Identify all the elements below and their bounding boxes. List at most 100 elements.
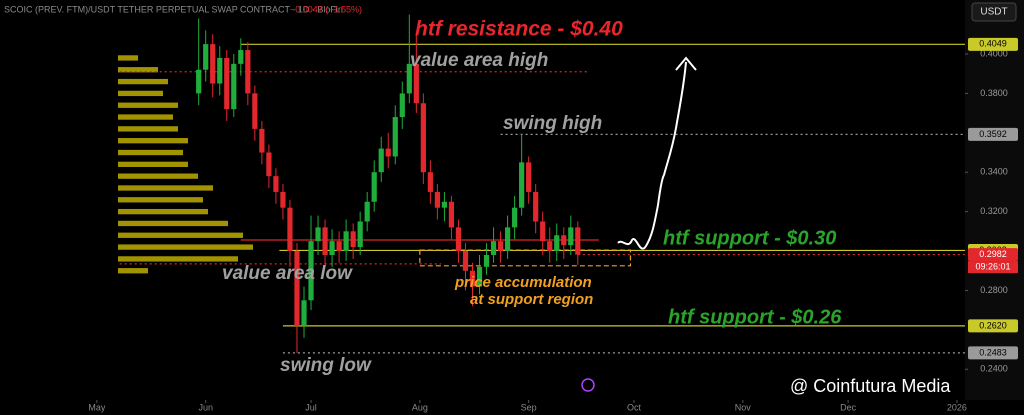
candle-body bbox=[322, 227, 328, 255]
candle-body bbox=[540, 221, 546, 242]
currency-box[interactable] bbox=[971, 2, 1017, 22]
candle-body bbox=[406, 63, 412, 94]
candle-body bbox=[490, 241, 497, 255]
y-tick-label: 0.3400 bbox=[980, 167, 1008, 177]
candle-body bbox=[364, 201, 370, 222]
currency[interactable]: USDT bbox=[980, 7, 1007, 18]
candle-body bbox=[315, 227, 321, 242]
price-label: 0.2483 bbox=[979, 347, 1007, 357]
candle-body bbox=[308, 241, 314, 301]
volume-profile-bar bbox=[118, 102, 178, 108]
candle-body bbox=[266, 152, 272, 177]
volume-profile-bar bbox=[118, 208, 208, 215]
candle-body bbox=[385, 148, 391, 157]
candle-body bbox=[329, 241, 335, 255]
y-tick-label: 0.2400 bbox=[980, 364, 1008, 374]
candle-body bbox=[413, 63, 419, 104]
price-label: 0.3592 bbox=[979, 129, 1007, 139]
accumulation-box bbox=[419, 249, 632, 267]
volume-profile-bar bbox=[118, 232, 243, 238]
candle-body bbox=[259, 128, 265, 153]
candle-body bbox=[280, 191, 286, 208]
volume-profile-bar bbox=[118, 114, 173, 120]
watermark: @ Coinfutura Media bbox=[790, 376, 951, 396]
projection-arrow bbox=[617, 61, 687, 250]
volume-profile-bar bbox=[118, 197, 203, 203]
candle-body bbox=[448, 201, 455, 228]
plot-layer: May Jun Jul Aug Sep Oct Nov Dec 2026 0.2400 0.2800… bbox=[88, 14, 1018, 412]
candle-body bbox=[476, 266, 483, 287]
volume-profile-bar bbox=[118, 126, 178, 132]
candle-body bbox=[350, 231, 356, 248]
candle-body bbox=[238, 50, 244, 64]
candle-body bbox=[399, 93, 405, 118]
candle-body bbox=[547, 241, 553, 252]
candle-body bbox=[568, 227, 574, 246]
annotation: htf support - $0.26 bbox=[668, 306, 842, 328]
candle-body bbox=[203, 44, 209, 70]
candle-body bbox=[575, 227, 581, 255]
volume-profile-bar bbox=[118, 244, 253, 250]
y-tick-label: 0.3200 bbox=[980, 206, 1008, 216]
indicator-icon[interactable] bbox=[581, 378, 595, 392]
candle-body bbox=[252, 93, 258, 129]
y-tick-label: 0.4000 bbox=[980, 48, 1008, 58]
volume-profile-bar bbox=[118, 268, 148, 274]
candle-body bbox=[287, 207, 293, 252]
symbol-title: SCOIC (PREV. FTM)/USDT TETHER PERPETUAL … bbox=[4, 4, 343, 14]
candle-body bbox=[434, 191, 440, 208]
volume-profile-bar bbox=[118, 90, 163, 97]
price-label-box bbox=[968, 346, 1018, 360]
x-tick-label: Jul bbox=[305, 402, 317, 412]
x-tick-label: Oct bbox=[627, 402, 642, 412]
candle-body bbox=[554, 235, 560, 252]
candle-body bbox=[245, 50, 251, 94]
candle-body bbox=[392, 117, 398, 157]
annotation: swing low bbox=[280, 355, 372, 376]
candle-body bbox=[462, 251, 469, 271]
y-tick-label: 0.3800 bbox=[980, 88, 1008, 98]
volume-profile-bar bbox=[118, 78, 168, 85]
candle-body bbox=[196, 69, 202, 94]
annotation: price accumulation bbox=[454, 274, 592, 291]
price-label: 0.4049 bbox=[979, 39, 1007, 49]
candle-body bbox=[294, 251, 300, 326]
candle-body bbox=[526, 162, 532, 192]
x-tick-label: Sep bbox=[521, 402, 537, 412]
price-label-box bbox=[968, 127, 1018, 141]
price-label-box bbox=[968, 37, 1018, 51]
price-label-box bbox=[968, 319, 1018, 333]
annotation: value area high bbox=[410, 50, 548, 71]
x-tick-label: Nov bbox=[735, 402, 752, 412]
annotation: htf support - $0.30 bbox=[663, 227, 836, 249]
x-tick-label: Jun bbox=[198, 402, 213, 412]
volume-profile-bar bbox=[118, 149, 183, 156]
candle-body bbox=[469, 270, 476, 287]
price-change: −0.0047 (−1.55%) bbox=[290, 4, 362, 14]
x-tick-label: Aug bbox=[412, 402, 428, 412]
candle-body bbox=[217, 57, 223, 84]
price-label: 0.2620 bbox=[979, 320, 1007, 330]
candle-body bbox=[512, 207, 518, 228]
volume-profile-bar bbox=[118, 220, 228, 227]
volume-profile-bar bbox=[118, 138, 188, 144]
x-tick-label: May bbox=[88, 402, 106, 412]
candle-body bbox=[273, 176, 279, 192]
candle-body bbox=[301, 300, 307, 326]
candle-body bbox=[497, 241, 504, 252]
annotation: htf resistance - $0.40 bbox=[415, 18, 623, 41]
countdown: 09:26:01 bbox=[975, 261, 1010, 271]
candle-body bbox=[224, 57, 230, 110]
candle-body bbox=[427, 172, 433, 192]
candle-body bbox=[561, 235, 567, 246]
candle-body bbox=[336, 241, 342, 252]
candle-body bbox=[504, 227, 511, 252]
candle-body bbox=[483, 254, 490, 267]
y-tick-label: 0.2800 bbox=[980, 285, 1008, 295]
candle-body bbox=[533, 191, 539, 222]
volume-profile-bar bbox=[118, 161, 188, 167]
candle-body bbox=[357, 221, 363, 248]
